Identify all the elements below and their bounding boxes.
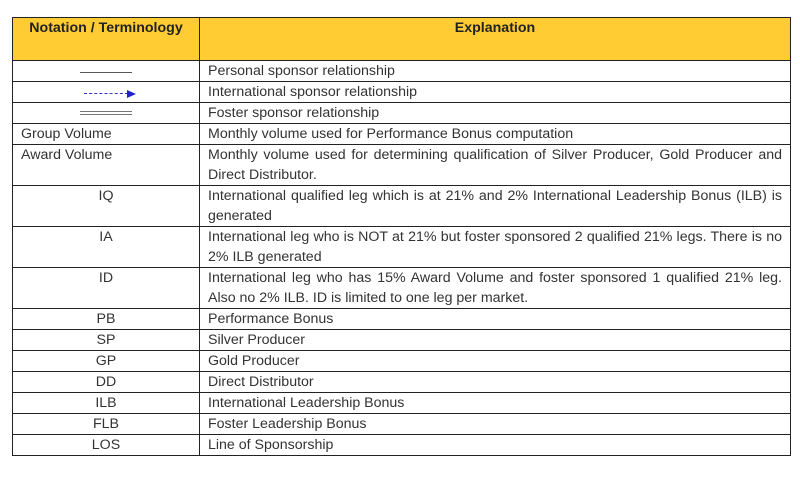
table-row: Personal sponsor relationship (12, 60, 791, 82)
notation-cell: FLB (12, 413, 200, 435)
explanation-cell: Monthly volume used for determining qual… (199, 144, 791, 186)
explanation-cell: Silver Producer (199, 329, 791, 351)
explanation-cell: International sponsor relationship (199, 81, 791, 103)
notation-cell: Group Volume (12, 123, 200, 145)
explanation-cell: Line of Sponsorship (199, 434, 791, 456)
explanation-cell: Gold Producer (199, 350, 791, 372)
table-row: PB Performance Bonus (12, 308, 791, 330)
notation-table: Notation / Terminology Explanation Perso… (12, 17, 791, 456)
header-explanation: Explanation (199, 17, 791, 61)
notation-cell: Award Volume (12, 144, 200, 186)
table-row: ID International leg who has 15% Award Vo… (12, 267, 791, 309)
table-row: Award Volume Monthly volume used for dete… (12, 144, 791, 186)
explanation-cell: International leg who has 15% Award Volu… (199, 267, 791, 309)
explanation-cell: International Leadership Bonus (199, 392, 791, 414)
table-row: FLB Foster Leadership Bonus (12, 413, 791, 435)
table-row: LOS Line of Sponsorship (12, 434, 791, 456)
explanation-cell: Foster sponsor relationship (199, 102, 791, 124)
table-row: DD Direct Distributor (12, 371, 791, 393)
dashed-arrow-icon (84, 90, 136, 99)
solid-line-icon (80, 72, 132, 74)
header-row: Notation / Terminology Explanation (12, 17, 791, 61)
explanation-cell: Personal sponsor relationship (199, 60, 791, 82)
table-row: IA International leg who is NOT at 21% bu… (12, 226, 791, 268)
table-row: ILB International Leadership Bonus (12, 392, 791, 414)
table-row: GP Gold Producer (12, 350, 791, 372)
notation-cell: GP (12, 350, 200, 372)
notation-cell (12, 60, 200, 82)
notation-cell: ILB (12, 392, 200, 414)
header-notation: Notation / Terminology (12, 17, 200, 61)
notation-cell: DD (12, 371, 200, 393)
explanation-cell: Direct Distributor (199, 371, 791, 393)
double-line-icon (80, 111, 132, 116)
notation-cell (12, 102, 200, 124)
table-row: International sponsor relationship (12, 81, 791, 103)
notation-cell: ID (12, 267, 200, 309)
explanation-cell: Performance Bonus (199, 308, 791, 330)
arrowhead-icon (127, 90, 136, 99)
explanation-cell: International qualified leg which is at … (199, 185, 791, 227)
explanation-cell: Monthly volume used for Performance Bonu… (199, 123, 791, 145)
notation-cell: LOS (12, 434, 200, 456)
table-row: Foster sponsor relationship (12, 102, 791, 124)
table-row: SP Silver Producer (12, 329, 791, 351)
notation-cell: IA (12, 226, 200, 268)
notation-cell: IQ (12, 185, 200, 227)
notation-cell: SP (12, 329, 200, 351)
notation-cell: PB (12, 308, 200, 330)
table-row: Group Volume Monthly volume used for Perf… (12, 123, 791, 145)
notation-cell (12, 81, 200, 103)
explanation-cell: Foster Leadership Bonus (199, 413, 791, 435)
explanation-cell: International leg who is NOT at 21% but … (199, 226, 791, 268)
table-row: IQ International qualified leg which is a… (12, 185, 791, 227)
